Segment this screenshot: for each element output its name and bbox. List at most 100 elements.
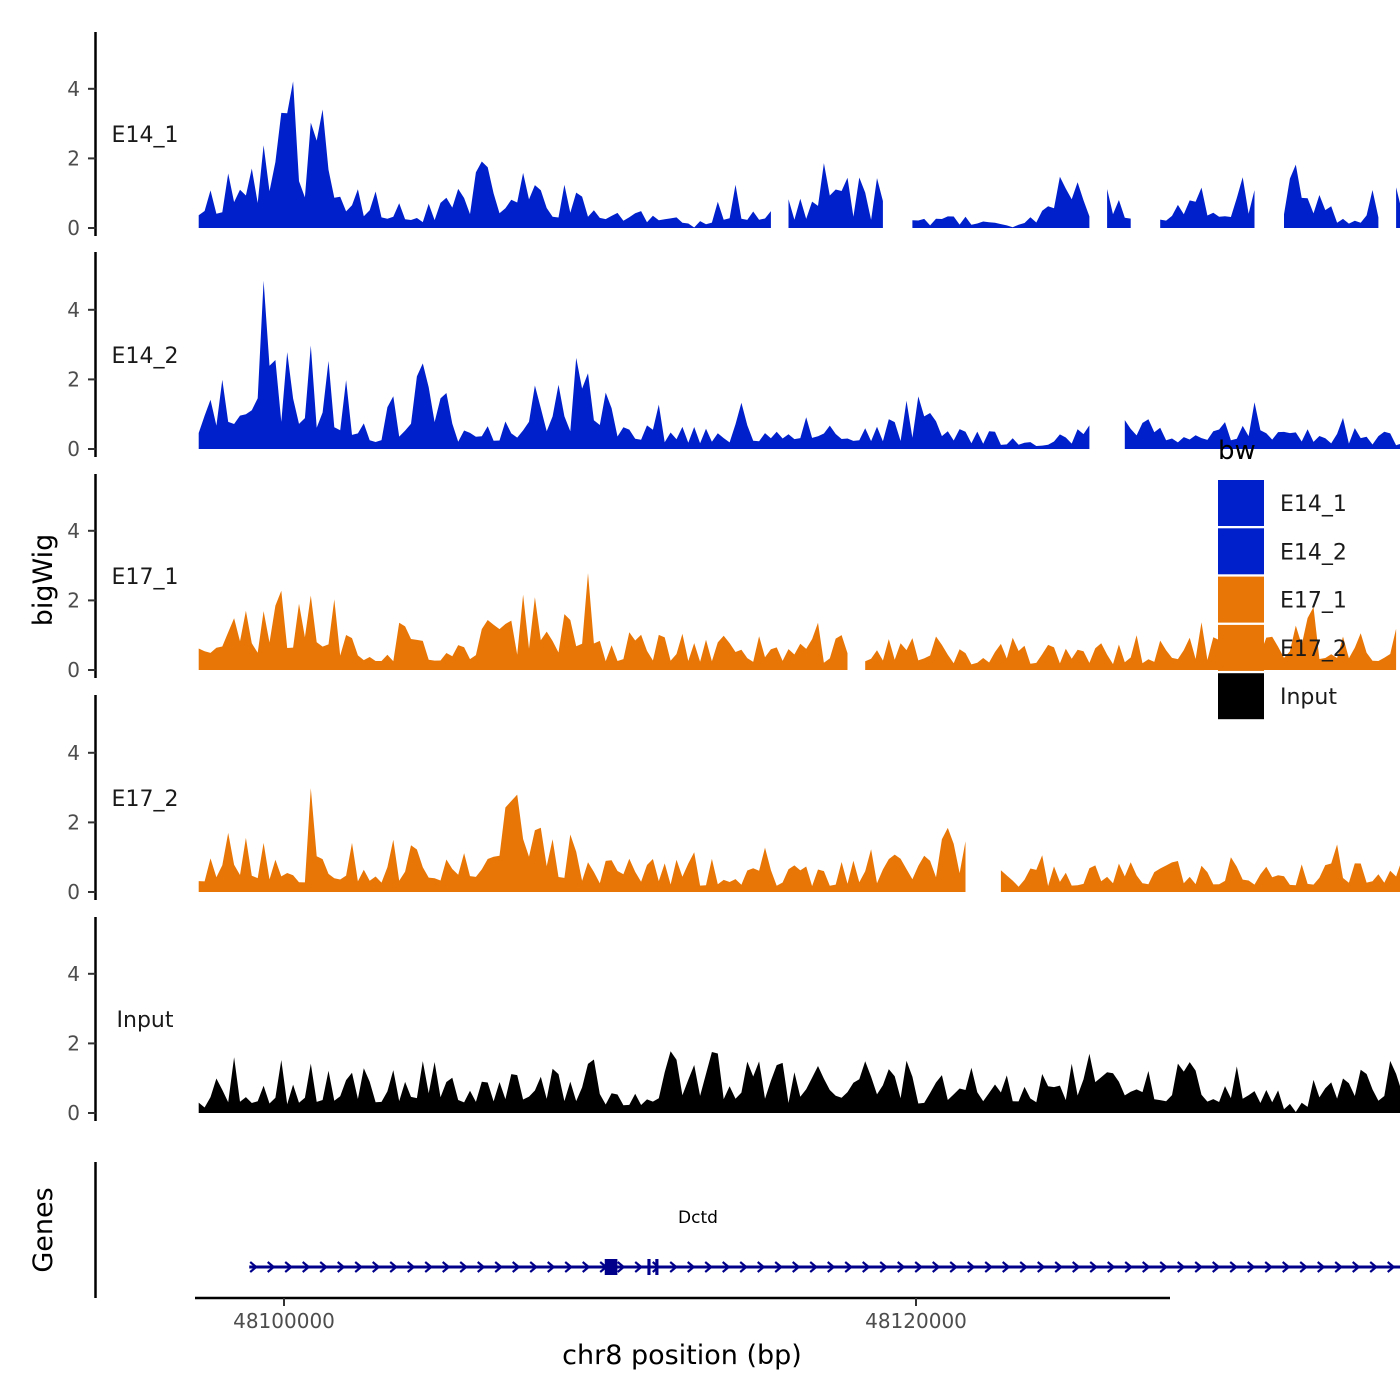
strand-arrow (809, 1261, 818, 1273)
y-tick-label: 2 (67, 1031, 80, 1055)
legend-swatch-E14_1 (1218, 480, 1264, 526)
gene-exon (647, 1259, 651, 1275)
signal-area-Input (198, 1051, 1400, 1113)
gene-exon (604, 1259, 618, 1275)
y-tick-label: 4 (67, 962, 80, 986)
legend-title: bw (1218, 436, 1256, 466)
strand-arrow (1124, 1261, 1133, 1273)
bigwig-tracks: 0 2 4 E14_1 0 2 4 E14_2 0 2 4 E17_1 0 2 4 E17_2 0 2 4 Input (67, 32, 1400, 1125)
strand-arrow (1036, 1261, 1046, 1273)
strand-arrow (1316, 1261, 1326, 1273)
strand-arrow (861, 1261, 871, 1273)
strand-arrow (249, 1261, 258, 1273)
strand-arrow (634, 1261, 643, 1273)
strand-arrow (476, 1261, 486, 1273)
strand-arrow (371, 1261, 381, 1273)
strand-arrow (1089, 1261, 1098, 1273)
signal-area-E17_1 (198, 573, 1397, 670)
strand-arrow (1281, 1261, 1291, 1273)
strand-arrow (1211, 1261, 1221, 1273)
y-tick-label: 2 (67, 146, 80, 170)
y-tick-label: 4 (67, 519, 80, 543)
strand-arrow (1264, 1261, 1273, 1273)
strand-arrow (704, 1261, 713, 1273)
strand-arrow (1001, 1261, 1011, 1273)
strand-arrow (739, 1261, 748, 1273)
track-label: E14_2 (112, 344, 179, 369)
signal-area-E14_2 (198, 280, 1400, 449)
legend-label-E17_1: E17_1 (1280, 589, 1347, 614)
strand-arrow (389, 1261, 398, 1273)
track-Input: 0 2 4 Input (67, 917, 1400, 1125)
strand-arrow (686, 1261, 696, 1273)
gene-label: Dctd (678, 1208, 718, 1228)
strand-arrow (616, 1261, 626, 1273)
strand-arrow (529, 1261, 538, 1273)
track-label: Input (117, 1008, 174, 1033)
strand-arrow (1386, 1261, 1396, 1273)
track-E17_1: 0 2 4 E17_1 (67, 474, 1397, 682)
strand-arrow (1176, 1261, 1186, 1273)
strand-arrow (1141, 1261, 1151, 1273)
strand-arrow (266, 1261, 276, 1273)
strand-arrow (966, 1261, 976, 1273)
strand-arrow (1194, 1261, 1203, 1273)
signal-area-E17_2 (198, 788, 1400, 892)
strand-arrow (1071, 1261, 1081, 1273)
gene-model (249, 1259, 1400, 1275)
strand-arrow (564, 1261, 573, 1273)
legend-swatch-E17_1 (1218, 576, 1264, 623)
track-E14_1: 0 2 4 E14_1 (67, 32, 1400, 240)
y-tick-label: 4 (67, 298, 80, 322)
x-tick-label: 48100000 (233, 1309, 335, 1333)
strand-arrow (826, 1261, 836, 1273)
y-tick-label: 2 (67, 588, 80, 612)
strand-arrow (1054, 1261, 1063, 1273)
y-tick-label: 0 (67, 216, 80, 240)
y-tick-label: 0 (67, 1101, 80, 1125)
legend-swatch-E17_2 (1218, 624, 1264, 671)
legend-label-E14_1: E14_1 (1280, 492, 1347, 517)
track-label: E17_1 (112, 565, 179, 590)
strand-arrow (336, 1261, 346, 1273)
strand-arrow (441, 1261, 451, 1273)
legend-swatch-E14_2 (1218, 528, 1264, 575)
y-tick-label: 0 (67, 658, 80, 682)
strand-arrow (844, 1261, 853, 1273)
y-tick-label: 2 (67, 367, 80, 391)
strand-arrow (984, 1261, 993, 1273)
strand-arrow (581, 1261, 591, 1273)
y-tick-label: 4 (67, 77, 80, 101)
strand-arrow (1159, 1261, 1168, 1273)
strand-arrow (459, 1261, 468, 1273)
legend-label-Input: Input (1280, 685, 1337, 710)
strand-arrow (896, 1261, 906, 1273)
strand-arrow (319, 1261, 328, 1273)
strand-arrow (756, 1261, 766, 1273)
strand-arrow (1229, 1261, 1238, 1273)
legend-label-E17_2: E17_2 (1280, 637, 1347, 662)
strand-arrow (284, 1261, 293, 1273)
gene-exon (655, 1259, 659, 1275)
y-axis-title: bigWig (28, 534, 59, 627)
strand-arrow (494, 1261, 503, 1273)
strand-arrow (354, 1261, 363, 1273)
legend: bw E14_1 E14_2 E17_1 E17_2 Input (1218, 436, 1347, 720)
y-tick-label: 2 (67, 810, 80, 834)
strand-arrow (721, 1261, 731, 1273)
track-E17_2: 0 2 4 E17_2 (67, 695, 1400, 904)
strand-arrow (1334, 1261, 1343, 1273)
strand-arrow (424, 1261, 433, 1273)
strand-arrow (511, 1261, 521, 1273)
y-tick-label: 0 (67, 437, 80, 461)
legend-label-E14_2: E14_2 (1280, 540, 1347, 565)
strand-arrow (1246, 1261, 1256, 1273)
signal-area-E14_1 (198, 81, 1400, 228)
strand-arrow (669, 1261, 678, 1273)
strand-arrow (1106, 1261, 1116, 1273)
strand-arrow (651, 1261, 661, 1273)
strand-arrow (914, 1261, 923, 1273)
genes-axis-title: Genes (28, 1187, 59, 1272)
strand-arrow (301, 1261, 311, 1273)
